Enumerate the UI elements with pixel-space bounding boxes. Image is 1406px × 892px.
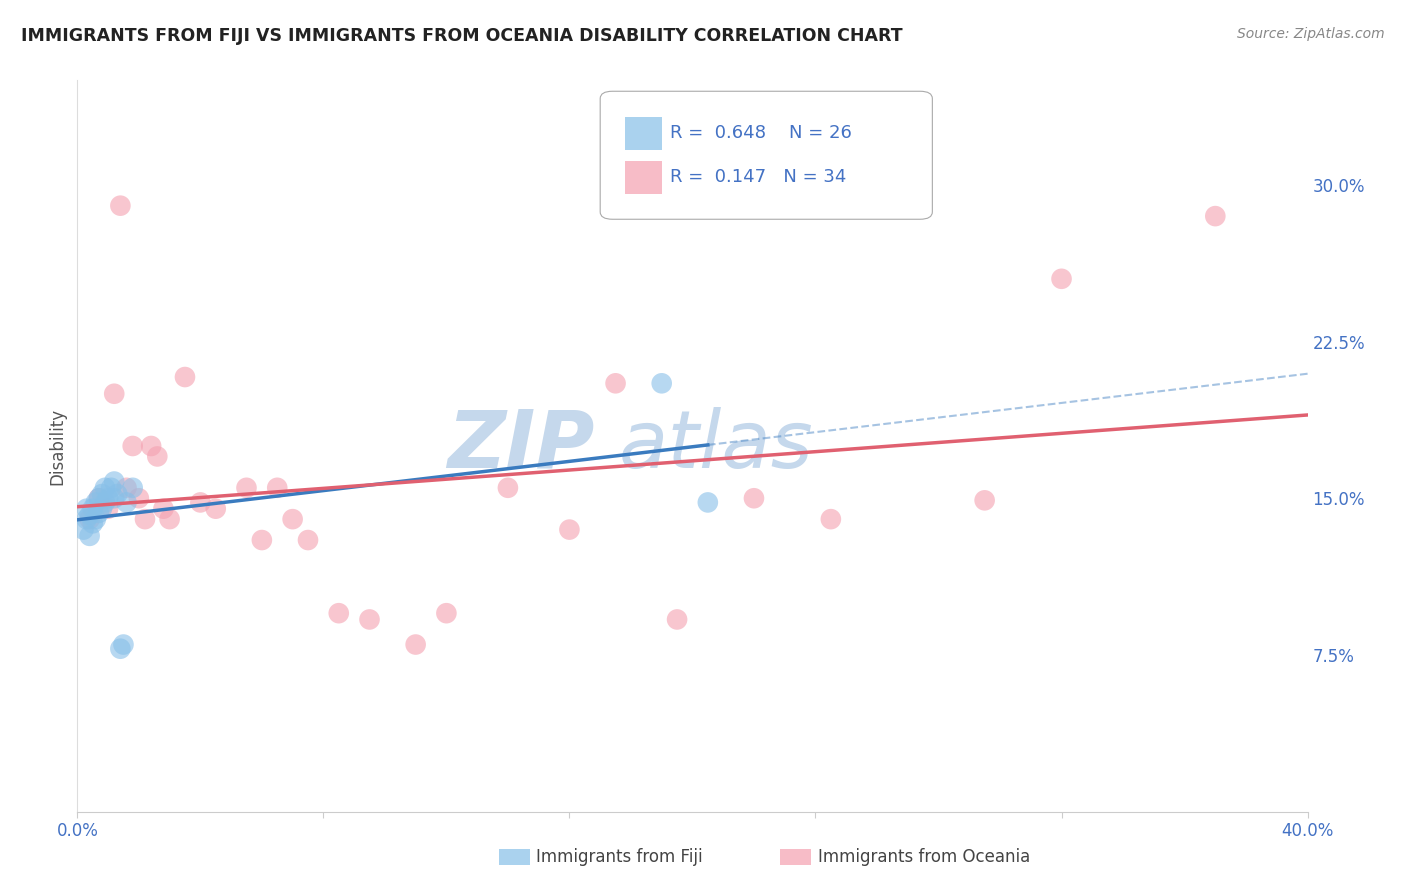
Point: [103, 475, 125, 489]
Point: [87, 506, 110, 520]
Point: [297, 533, 319, 547]
Point: [90, 501, 114, 516]
Point: [100, 481, 122, 495]
Point: [742, 491, 765, 506]
Point: [76, 501, 98, 516]
Point: [666, 612, 689, 626]
Point: [79, 508, 101, 522]
Y-axis label: Disability: Disability: [48, 408, 66, 484]
Point: [84, 512, 107, 526]
Point: [328, 606, 350, 620]
Text: ZIP: ZIP: [447, 407, 595, 485]
Point: [141, 439, 163, 453]
FancyBboxPatch shape: [600, 91, 932, 219]
Point: [152, 501, 174, 516]
Point: [128, 491, 150, 506]
Point: [72, 523, 94, 537]
Point: [174, 370, 197, 384]
Point: [115, 495, 138, 509]
Point: [82, 501, 104, 516]
Point: [79, 512, 101, 526]
Point: [696, 495, 718, 509]
Point: [1204, 209, 1226, 223]
Point: [103, 386, 125, 401]
Point: [250, 533, 273, 547]
Point: [87, 491, 110, 506]
Point: [159, 512, 181, 526]
Point: [105, 487, 128, 501]
Point: [651, 376, 673, 391]
Point: [204, 501, 226, 516]
Text: Immigrants from Fiji: Immigrants from Fiji: [536, 848, 703, 866]
Point: [84, 495, 107, 509]
Point: [110, 641, 132, 656]
Point: [94, 495, 117, 509]
Point: [79, 529, 101, 543]
Point: [496, 481, 519, 495]
Point: [121, 481, 143, 495]
Text: R =  0.147   N = 34: R = 0.147 N = 34: [671, 168, 846, 186]
Point: [112, 638, 135, 652]
Point: [146, 450, 169, 464]
Point: [820, 512, 842, 526]
Point: [235, 481, 257, 495]
Point: [97, 491, 120, 506]
Bar: [624, 161, 662, 194]
Text: atlas: atlas: [619, 407, 814, 485]
Text: IMMIGRANTS FROM FIJI VS IMMIGRANTS FROM OCEANIA DISABILITY CORRELATION CHART: IMMIGRANTS FROM FIJI VS IMMIGRANTS FROM …: [21, 27, 903, 45]
Point: [405, 638, 427, 652]
Text: Source: ZipAtlas.com: Source: ZipAtlas.com: [1237, 27, 1385, 41]
Point: [82, 516, 104, 531]
Text: Immigrants from Oceania: Immigrants from Oceania: [818, 848, 1031, 866]
Point: [94, 481, 117, 495]
Point: [134, 512, 156, 526]
Point: [558, 523, 581, 537]
Point: [973, 493, 995, 508]
Point: [121, 439, 143, 453]
Point: [359, 612, 381, 626]
Bar: [624, 117, 662, 150]
Point: [281, 512, 304, 526]
Point: [76, 512, 98, 526]
Point: [90, 487, 114, 501]
Text: R =  0.648    N = 26: R = 0.648 N = 26: [671, 124, 852, 142]
Point: [1050, 272, 1073, 286]
Point: [110, 199, 132, 213]
Point: [188, 495, 212, 509]
Point: [97, 501, 120, 516]
Point: [87, 491, 110, 506]
Point: [605, 376, 627, 391]
Point: [103, 491, 125, 506]
Point: [266, 481, 288, 495]
Point: [115, 481, 138, 495]
Point: [436, 606, 458, 620]
